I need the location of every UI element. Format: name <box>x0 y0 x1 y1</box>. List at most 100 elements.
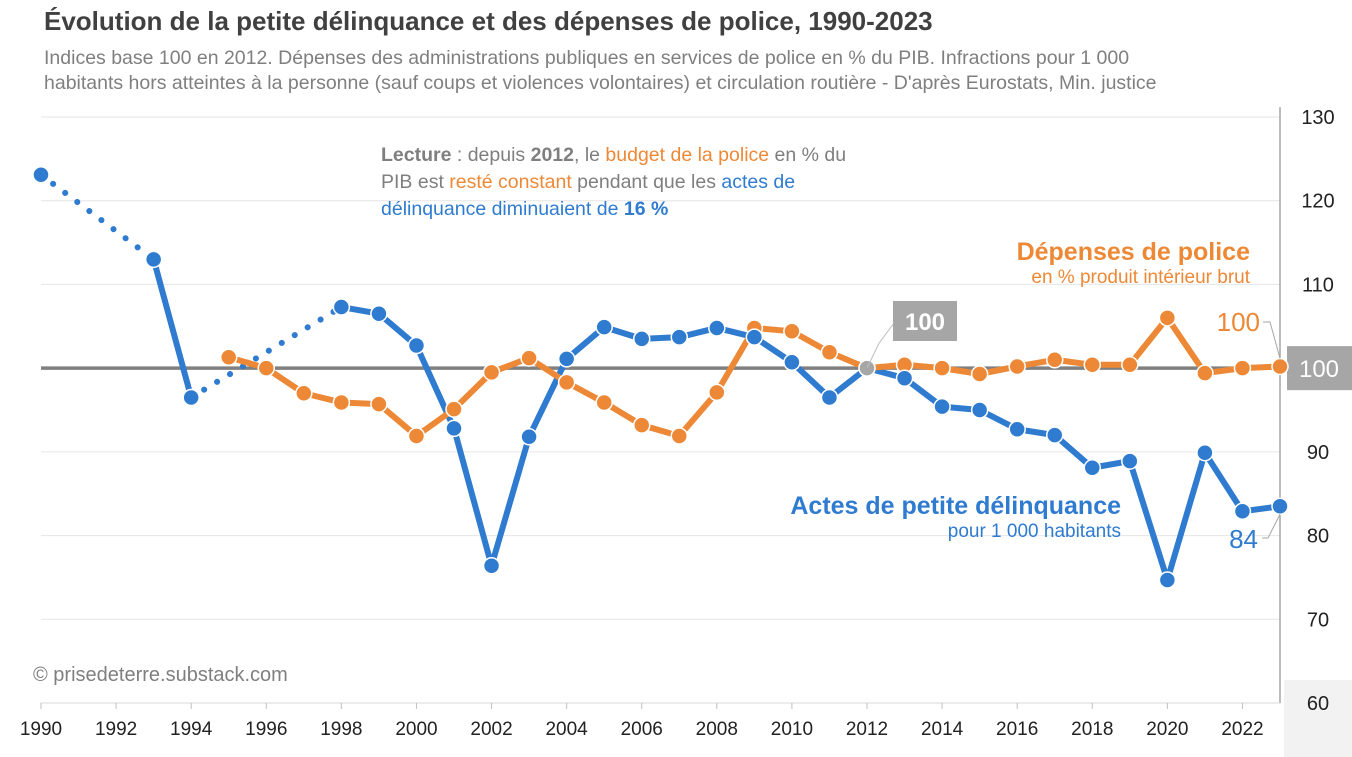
police-line-segment <box>1126 314 1171 368</box>
police-point <box>370 395 388 413</box>
annotation-part: 2012 <box>530 144 574 166</box>
chart-title: Évolution de la petite délinquance et de… <box>44 6 933 36</box>
subtitle-line-1: Indices base 100 en 2012. Dépenses des a… <box>44 47 1130 69</box>
crime-point <box>144 250 163 269</box>
crime-point <box>520 428 538 446</box>
subtitle-line-2: habitants hors atteintes à la personne (… <box>44 72 1157 94</box>
police-point <box>1158 309 1177 327</box>
axis-100-badge <box>1287 346 1352 391</box>
police-line-segment <box>1164 314 1208 377</box>
x-tick-label: 2008 <box>696 719 738 740</box>
x-tick-label: 2000 <box>395 719 437 740</box>
crime-point <box>820 388 839 407</box>
police-point <box>708 383 726 402</box>
police-point <box>295 384 313 403</box>
base-2012-label: 100 <box>905 309 945 336</box>
callout-line <box>1262 514 1281 539</box>
police-end-value: 100 <box>1217 307 1260 337</box>
corner-shade <box>1284 680 1352 757</box>
police-point <box>257 359 276 377</box>
annotation-part: 16 % <box>623 198 669 220</box>
crime-line-segment <box>150 256 195 401</box>
police-point <box>1121 356 1139 374</box>
crime-series-label: Actes de petite délinquance pour 1 000 h… <box>790 492 1121 543</box>
crime-point <box>632 330 651 348</box>
base-2012-badge <box>893 301 957 341</box>
police-point <box>445 400 463 418</box>
x-tick-label: 1992 <box>95 719 137 740</box>
crime-point <box>1271 497 1289 516</box>
crime-point <box>708 319 726 337</box>
annotation-part: pendant que les <box>571 171 722 193</box>
annotation-part: en % du PIB est <box>381 144 847 193</box>
x-tick-label: 1994 <box>170 719 213 740</box>
crime-end-value: 84 <box>1229 524 1258 554</box>
crime-point <box>1083 459 1102 477</box>
police-point <box>670 427 689 445</box>
crime-line-segment <box>1201 449 1246 515</box>
x-tick-label: 2012 <box>846 719 888 740</box>
annotation-part: resté constant <box>449 171 572 193</box>
x-tick-label: 2006 <box>621 719 663 740</box>
police-point <box>632 416 651 434</box>
x-tick-label: 1996 <box>245 719 287 740</box>
crime-point <box>482 556 501 575</box>
crime-line-segment <box>1164 449 1208 583</box>
annotation-part: , le <box>573 144 606 166</box>
police-point <box>520 349 538 367</box>
crime-point <box>1045 426 1064 444</box>
x-tick-label: 2004 <box>545 719 588 740</box>
chart-subtitle: Indices base 100 en 2012. Dépenses des a… <box>44 46 1344 96</box>
y-tick-label: 90 <box>1307 442 1329 464</box>
x-tick-label: 2014 <box>921 719 964 740</box>
crime-label-sub: pour 1 000 habitants <box>947 521 1121 542</box>
annotation-part: budget de la police <box>605 144 770 166</box>
crime-point <box>595 318 613 336</box>
crime-point <box>970 401 989 419</box>
crime-line-segment <box>38 171 157 263</box>
crime-line-segment <box>488 433 533 569</box>
police-line-segment <box>451 369 495 413</box>
police-label-sub: en % produit intérieur brut <box>1031 267 1250 288</box>
police-line-segment <box>676 389 720 439</box>
crime-point <box>933 397 951 416</box>
x-tick-label: 2018 <box>1071 719 1113 740</box>
crime-point <box>1233 502 1252 521</box>
reading-annotation: Lecture : depuis 2012, le budget de la p… <box>381 142 881 223</box>
police-point <box>970 365 989 383</box>
police-point <box>219 348 238 367</box>
crime-point <box>445 419 463 438</box>
x-tick-label: 2010 <box>771 719 813 740</box>
police-label-title: Dépenses de police <box>1016 238 1250 266</box>
crime-line-segment <box>1126 458 1171 583</box>
x-tick-label: 2022 <box>1221 719 1263 740</box>
x-tick-label: 2016 <box>996 719 1038 740</box>
crime-point <box>1158 571 1177 589</box>
x-tick-label: 1990 <box>20 719 62 740</box>
police-point <box>407 427 426 445</box>
crime-point <box>670 328 689 346</box>
annotation-part: Lecture <box>381 144 452 166</box>
y-tick-label: 130 <box>1301 107 1334 129</box>
crime-point <box>1008 420 1026 439</box>
axis-100-label: 100 <box>1299 356 1339 383</box>
police-point <box>1271 357 1289 376</box>
police-point <box>933 359 951 377</box>
crime-point <box>370 304 388 323</box>
crime-line-segment <box>526 355 570 440</box>
callout-line <box>866 322 895 369</box>
crime-label-title: Actes de petite délinquance <box>790 492 1121 520</box>
police-point <box>595 393 613 412</box>
annotation-part: : depuis <box>451 144 531 166</box>
police-point <box>1045 351 1064 369</box>
crime-line-segment <box>451 425 495 569</box>
crime-point <box>557 350 576 368</box>
police-point <box>1083 356 1102 374</box>
police-point <box>783 322 801 341</box>
police-point <box>482 363 501 382</box>
crime-point <box>783 353 801 372</box>
x-tick-label: 2002 <box>470 719 512 740</box>
police-point <box>1008 357 1026 376</box>
